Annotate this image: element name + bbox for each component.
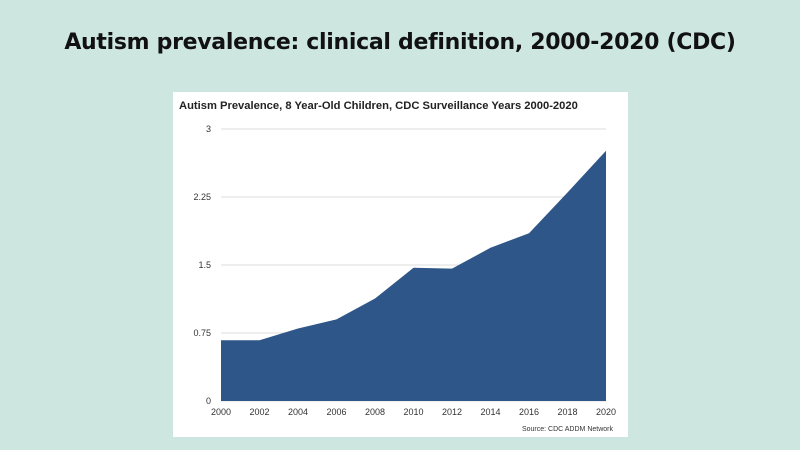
x-tick-label: 2018 <box>557 407 577 417</box>
x-tick-label: 2004 <box>288 407 308 417</box>
x-tick-label: 2010 <box>403 407 423 417</box>
slide-title: Autism prevalence: clinical definition, … <box>64 30 736 55</box>
y-tick-label: 1.5 <box>198 260 211 270</box>
x-axis-ticks: 2000 2002 2004 2006 2008 2010 2012 2014 2016 2018… <box>211 407 616 417</box>
area-fill <box>221 150 606 401</box>
x-tick-label: 2006 <box>326 407 346 417</box>
x-tick-label: 2012 <box>442 407 462 417</box>
x-tick-label: 2000 <box>211 407 231 417</box>
y-axis-ticks: 0 0.75 1.5 2.25 3 <box>193 124 211 406</box>
y-tick-label: 2.25 <box>193 192 211 202</box>
chart-title: Autism Prevalence, 8 Year-Old Children, … <box>179 100 578 112</box>
x-tick-label: 2020 <box>596 407 616 417</box>
y-tick-label: 0.75 <box>193 328 211 338</box>
x-tick-label: 2016 <box>519 407 539 417</box>
y-tick-label: 3 <box>206 124 211 134</box>
chart-panel: Autism Prevalence, 8 Year-Old Children, … <box>173 92 628 437</box>
x-tick-label: 2008 <box>365 407 385 417</box>
area-chart: Autism Prevalence, 8 Year-Old Children, … <box>179 100 616 433</box>
y-tick-label: 0 <box>206 396 211 406</box>
x-tick-label: 2014 <box>480 407 500 417</box>
x-tick-label: 2002 <box>249 407 269 417</box>
source-note: Source: CDC ADDM Network <box>522 426 614 433</box>
area-series <box>221 150 606 401</box>
